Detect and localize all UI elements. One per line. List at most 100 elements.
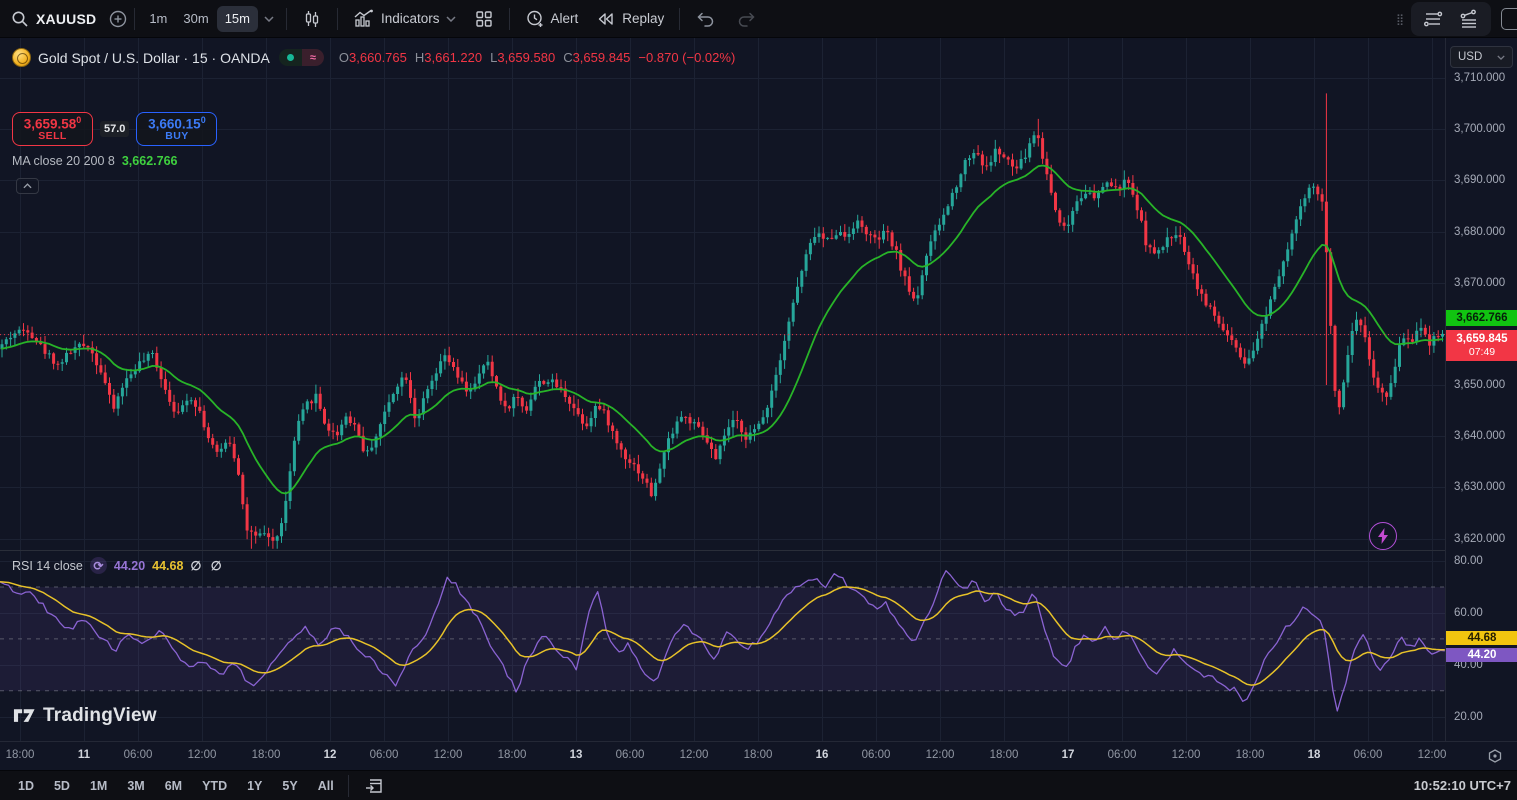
chart-style-candles-icon[interactable] <box>293 4 331 34</box>
compare-add-icon[interactable] <box>108 9 128 29</box>
search-icon[interactable] <box>10 9 30 29</box>
price-axis-label: 3,630.000 <box>1454 481 1505 493</box>
indicators-chevron-icon <box>446 16 456 22</box>
range-1m-button[interactable]: 1M <box>82 776 115 796</box>
legend-collapse-button[interactable] <box>16 178 39 194</box>
redo-icon[interactable] <box>726 4 766 34</box>
tradingview-app: { "toolbar": { "symbol": "XAUUSD", "inte… <box>0 0 1517 800</box>
time-axis-label: 12:00 <box>926 749 955 761</box>
time-axis-day-label: 16 <box>816 749 829 761</box>
lightning-trade-icon[interactable] <box>1369 522 1397 550</box>
trade-buttons: 3,659.580 SELL 57.0 3,660.150 BUY <box>12 112 217 146</box>
time-axis-label: 18:00 <box>1236 749 1265 761</box>
rsi-refresh-icon[interactable]: ⟳ <box>90 557 107 574</box>
rsi-legend[interactable]: RSI 14 close ⟳ 44.20 44.68 ∅ ∅ <box>12 557 225 574</box>
time-axis-label: 18:00 <box>744 749 773 761</box>
undo-icon[interactable] <box>686 4 726 34</box>
time-axis-label: 18:00 <box>6 749 35 761</box>
layout-grid-icon[interactable] <box>465 4 503 34</box>
sell-label: SELL <box>38 131 66 142</box>
bottom-toolbar: 1D5D1M3M6MYTD1Y5YAll 10:52:10 UTC+7 <box>0 770 1517 800</box>
currency-chevron-icon <box>1497 55 1505 60</box>
tradingview-logo[interactable]: TradingView <box>13 704 157 727</box>
time-axis[interactable]: 18:001106:0012:0018:001206:0012:0018:001… <box>0 741 1517 770</box>
sell-button[interactable]: 3,659.580 SELL <box>12 112 93 146</box>
price-axis-label: 3,680.000 <box>1454 226 1505 238</box>
price-axis-label: 3,670.000 <box>1454 277 1505 289</box>
range-5d-button[interactable]: 5D <box>46 776 78 796</box>
buy-button[interactable]: 3,660.150 BUY <box>136 112 217 146</box>
delayed-data-icon[interactable]: ≈ <box>302 49 324 66</box>
last-price-tag: 3,659.845 07:49 <box>1446 330 1517 362</box>
time-axis-day-label: 11 <box>78 749 90 761</box>
currency-dropdown[interactable]: USD <box>1450 46 1513 68</box>
top-toolbar: XAUUSD 1m 30m 15m Indicators <box>0 0 1517 38</box>
time-axis-day-label: 13 <box>570 749 583 761</box>
time-axis-settings-icon[interactable] <box>1487 748 1503 764</box>
range-6m-button[interactable]: 6M <box>157 776 190 796</box>
panel-drag-handle-icon[interactable]: ⣿ <box>1396 13 1405 26</box>
time-axis-label: 12:00 <box>1172 749 1201 761</box>
time-axis-day-label: 18 <box>1308 749 1321 761</box>
price-axis[interactable]: USD 3,662.766 3,659.845 07:49 44.68 44.2… <box>1445 38 1517 741</box>
time-axis-label: 06:00 <box>1108 749 1137 761</box>
watchlist-panel-icon[interactable] <box>1415 4 1451 34</box>
time-axis-label: 06:00 <box>124 749 153 761</box>
market-open-dot-icon[interactable] <box>279 49 302 66</box>
change-value: −0.870 (−0.02%) <box>638 50 735 65</box>
price-axis-label: 3,710.000 <box>1454 72 1505 84</box>
right-panel-toggles <box>1411 2 1491 36</box>
chart-pane[interactable]: Gold Spot / U.S. Dollar · 15 · OANDA ≈ O… <box>0 38 1445 741</box>
toolbar-divider <box>337 8 338 30</box>
ohlc-values: O3,660.765 H3,661.220 L3,659.580 C3,659.… <box>339 50 735 65</box>
time-axis-label: 12:00 <box>434 749 463 761</box>
object-tree-panel-icon[interactable] <box>1451 4 1487 34</box>
time-axis-day-label: 17 <box>1062 749 1075 761</box>
interval-30m-button[interactable]: 30m <box>175 6 216 32</box>
rsi-axis-label: 60.00 <box>1454 607 1483 619</box>
buy-price-sup: 0 <box>201 115 206 125</box>
range-ytd-button[interactable]: YTD <box>194 776 235 796</box>
high-value: 3,661.220 <box>424 50 482 65</box>
rsi-legend-label: RSI 14 close <box>12 559 83 573</box>
rsi-ma-tag: 44.68 <box>1446 631 1517 645</box>
interval-menu-chevron-icon[interactable] <box>258 16 280 22</box>
high-label: H <box>415 50 424 65</box>
currency-value: USD <box>1458 51 1482 63</box>
price-axis-label: 3,650.000 <box>1454 379 1505 391</box>
range-1y-button[interactable]: 1Y <box>239 776 270 796</box>
time-axis-label: 12:00 <box>188 749 217 761</box>
symbol-title[interactable]: Gold Spot / U.S. Dollar · 15 · OANDA <box>38 50 270 66</box>
ma-legend-label: MA close 20 200 8 <box>12 154 115 168</box>
open-value: 3,660.765 <box>349 50 407 65</box>
last-price-value: 3,659.845 <box>1446 332 1517 346</box>
range-3m-button[interactable]: 3M <box>119 776 152 796</box>
hidden-panel-edge-icon[interactable] <box>1501 8 1517 30</box>
alert-clock-icon <box>525 9 545 29</box>
replay-label: Replay <box>622 11 664 26</box>
gold-coin-icon <box>12 48 31 67</box>
toolbar-divider <box>134 8 135 30</box>
rsi-ma-value: 44.68 <box>152 559 183 573</box>
range-all-button[interactable]: All <box>310 776 342 796</box>
range-5y-button[interactable]: 5Y <box>274 776 305 796</box>
replay-button[interactable]: Replay <box>587 4 673 34</box>
price-axis-label: 3,690.000 <box>1454 174 1505 186</box>
indicators-icon <box>353 9 375 29</box>
tradingview-logo-icon <box>13 704 36 727</box>
interval-1m-button[interactable]: 1m <box>141 6 175 32</box>
ma-legend[interactable]: MA close 20 200 8 3,662.766 <box>12 154 177 168</box>
indicators-button[interactable]: Indicators <box>344 4 465 34</box>
range-1d-button[interactable]: 1D <box>10 776 42 796</box>
interval-15m-button[interactable]: 15m <box>217 6 258 32</box>
alert-button[interactable]: Alert <box>516 4 588 34</box>
symbol-search-button[interactable]: XAUUSD <box>36 11 96 27</box>
date-range-buttons: 1D5D1M3M6MYTD1Y5YAll <box>0 776 342 796</box>
open-label: O <box>339 50 349 65</box>
go-to-date-icon[interactable] <box>355 774 393 798</box>
spread-value: 57.0 <box>100 121 129 137</box>
time-axis-label: 18:00 <box>252 749 281 761</box>
session-clock[interactable]: 10:52:10 UTC+7 <box>1414 778 1511 793</box>
rsi-axis-label: 80.00 <box>1454 555 1483 567</box>
close-label: C <box>563 50 572 65</box>
